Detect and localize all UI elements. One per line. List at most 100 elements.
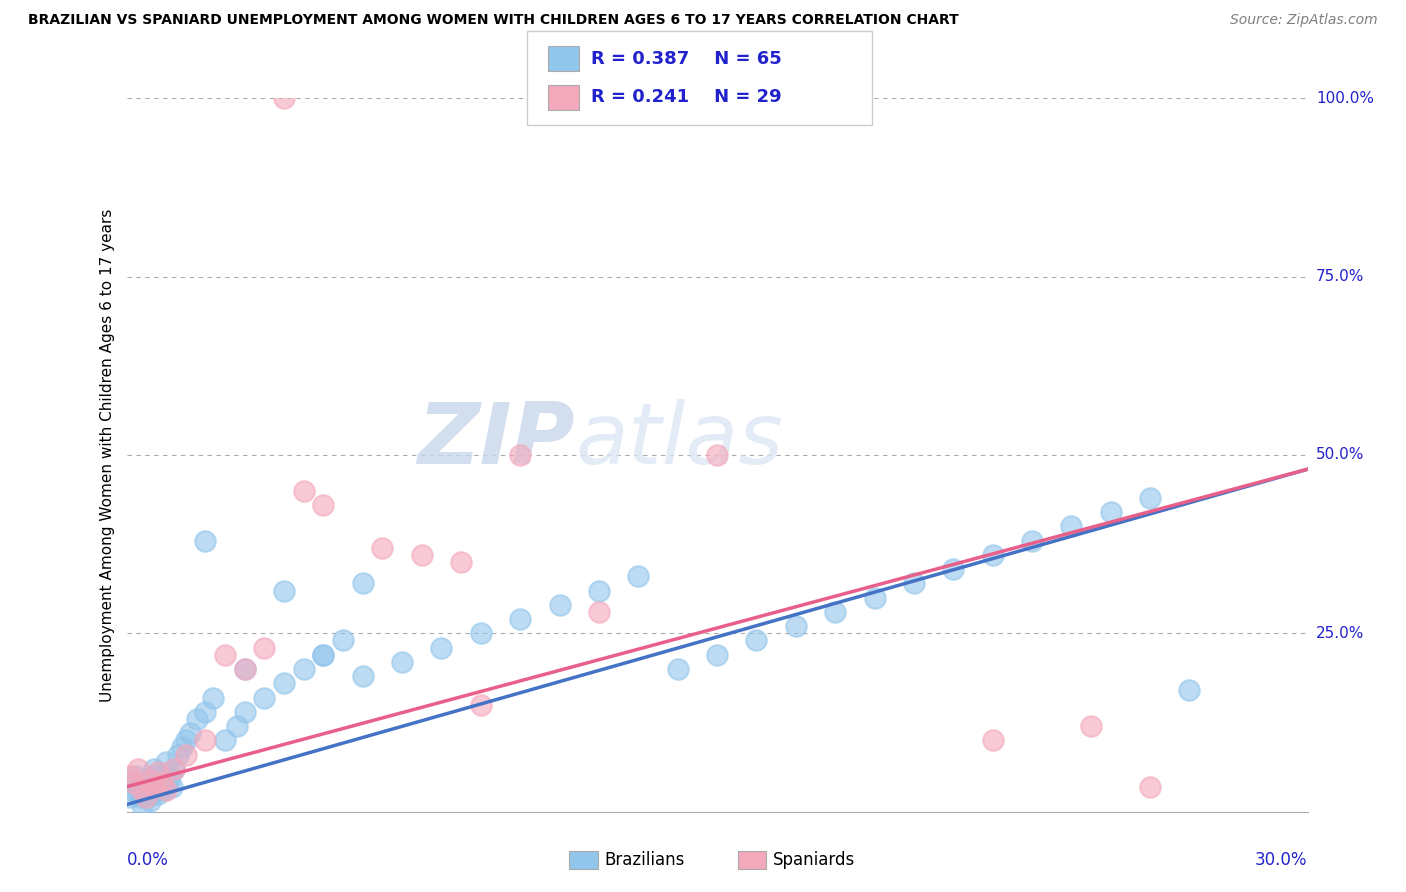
Point [411, 548, 433, 562]
Text: 75.0%: 75.0% [1316, 269, 1364, 284]
Text: Brazilians: Brazilians [605, 851, 685, 869]
Point [292, 483, 315, 498]
Point [186, 712, 208, 726]
Point [145, 783, 167, 797]
Point [470, 626, 492, 640]
Point [981, 733, 1004, 747]
Point [1080, 719, 1102, 733]
Text: Source: ZipAtlas.com: Source: ZipAtlas.com [1230, 13, 1378, 28]
Point [509, 448, 531, 462]
Point [155, 755, 177, 769]
Point [332, 633, 354, 648]
Point [143, 780, 166, 794]
Point [146, 787, 169, 801]
Point [981, 548, 1004, 562]
Point [509, 612, 531, 626]
Point [450, 555, 472, 569]
Point [706, 448, 728, 462]
Point [1099, 505, 1122, 519]
Point [391, 655, 413, 669]
Text: BRAZILIAN VS SPANIARD UNEMPLOYMENT AMONG WOMEN WITH CHILDREN AGES 6 TO 17 YEARS : BRAZILIAN VS SPANIARD UNEMPLOYMENT AMONG… [28, 13, 959, 28]
Point [139, 794, 162, 808]
Point [127, 783, 149, 797]
Text: R = 0.387    N = 65: R = 0.387 N = 65 [591, 50, 782, 68]
Point [120, 790, 142, 805]
Point [292, 662, 315, 676]
Point [163, 762, 186, 776]
Point [129, 790, 152, 805]
Point [150, 769, 173, 783]
Point [352, 669, 374, 683]
Point [588, 583, 610, 598]
Point [233, 662, 256, 676]
Point [430, 640, 453, 655]
Point [214, 733, 236, 747]
Point [170, 740, 193, 755]
Point [174, 747, 197, 762]
Point [352, 576, 374, 591]
Point [588, 605, 610, 619]
Point [120, 769, 142, 783]
Point [627, 569, 650, 583]
Point [785, 619, 807, 633]
Point [174, 733, 197, 747]
Point [273, 91, 295, 105]
Point [179, 726, 201, 740]
Point [225, 719, 247, 733]
Point [131, 783, 153, 797]
Point [127, 762, 149, 776]
Point [903, 576, 925, 591]
Point [194, 533, 217, 548]
Point [312, 498, 335, 512]
Point [153, 783, 176, 797]
Point [125, 769, 148, 783]
Point [312, 648, 335, 662]
Point [253, 690, 276, 705]
Point [1139, 491, 1161, 505]
Point [745, 633, 768, 648]
Point [156, 776, 179, 790]
Point [166, 747, 188, 762]
Text: 0.0%: 0.0% [127, 851, 169, 869]
Point [470, 698, 492, 712]
Point [139, 772, 162, 787]
Point [1021, 533, 1043, 548]
Point [136, 790, 159, 805]
Point [273, 676, 295, 690]
Point [548, 598, 571, 612]
Point [202, 690, 225, 705]
Point [134, 780, 156, 794]
Point [233, 662, 256, 676]
Point [863, 591, 886, 605]
Y-axis label: Unemployment Among Women with Children Ages 6 to 17 years: Unemployment Among Women with Children A… [100, 208, 115, 702]
Text: R = 0.241    N = 29: R = 0.241 N = 29 [591, 88, 782, 106]
Point [706, 648, 728, 662]
Point [141, 769, 163, 783]
Text: ZIP: ZIP [418, 399, 575, 483]
Point [253, 640, 276, 655]
Text: 30.0%: 30.0% [1256, 851, 1308, 869]
Point [273, 583, 295, 598]
Text: Spaniards: Spaniards [773, 851, 855, 869]
Point [194, 705, 217, 719]
Point [143, 762, 166, 776]
Text: atlas: atlas [575, 399, 783, 483]
Point [149, 776, 172, 790]
Text: 50.0%: 50.0% [1316, 448, 1364, 462]
Point [124, 776, 146, 790]
Point [233, 705, 256, 719]
Point [155, 783, 177, 797]
Point [135, 790, 157, 805]
Text: 100.0%: 100.0% [1316, 91, 1374, 105]
Point [163, 762, 186, 776]
Point [159, 769, 181, 783]
Point [131, 797, 153, 812]
Point [942, 562, 965, 576]
Point [150, 776, 173, 790]
Point [371, 541, 394, 555]
Point [146, 765, 169, 780]
Point [312, 648, 335, 662]
Point [666, 662, 689, 676]
Point [824, 605, 846, 619]
Point [1060, 519, 1083, 533]
